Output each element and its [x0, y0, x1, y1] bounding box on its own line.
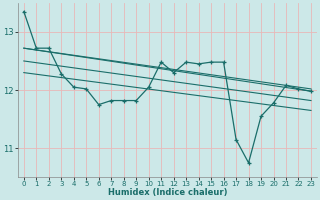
X-axis label: Humidex (Indice chaleur): Humidex (Indice chaleur)	[108, 188, 227, 197]
